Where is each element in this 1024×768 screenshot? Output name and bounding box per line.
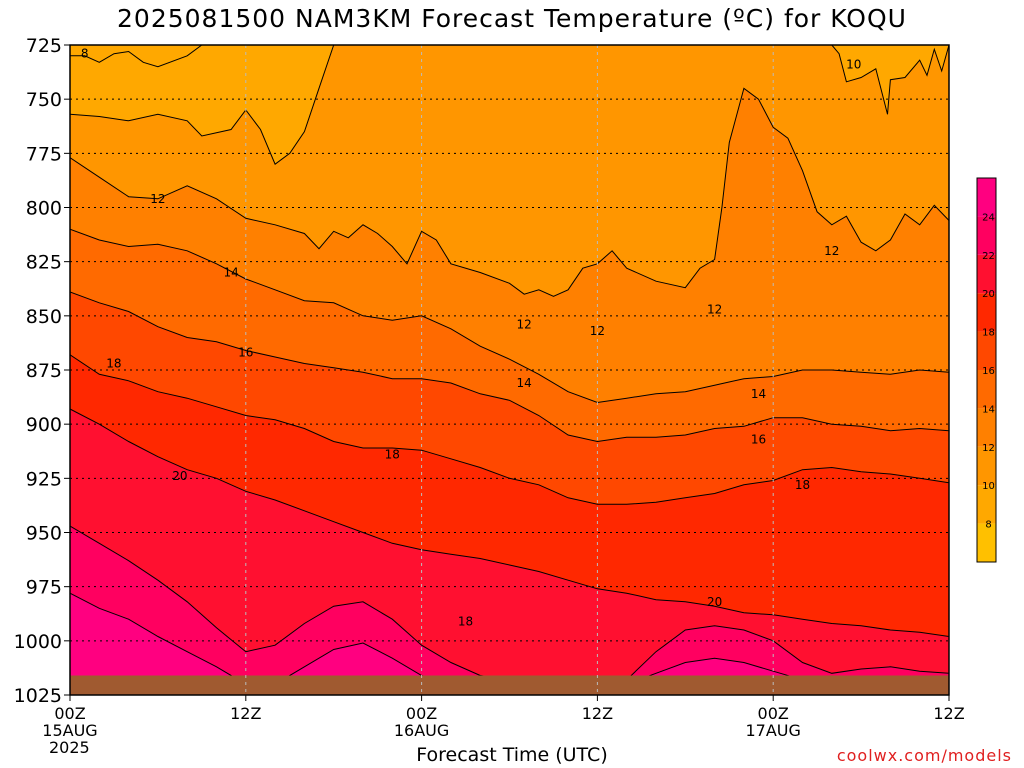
contour-fill-cool-10-1 xyxy=(70,45,334,165)
contour-label: 12 xyxy=(824,244,839,258)
colorbar-tick-label: 8 xyxy=(985,520,991,531)
contour-label: 14 xyxy=(751,387,766,401)
contour-line-10-1 xyxy=(70,45,335,165)
colorbar-tick-label: 18 xyxy=(982,328,995,339)
y-tick-label: 825 xyxy=(26,252,62,274)
source-credit: coolwx.com/models xyxy=(836,746,1012,765)
y-tick-label: 800 xyxy=(26,198,62,220)
contour-line-10-2 xyxy=(831,45,949,115)
colorbar-tick-label: 10 xyxy=(982,481,995,492)
x-tick-label: 12Z xyxy=(230,704,261,723)
y-tick-label: 950 xyxy=(26,523,62,545)
y-tick-label: 775 xyxy=(26,143,62,165)
colorbar-tick-label: 20 xyxy=(982,289,995,300)
contour-line-12-3 xyxy=(70,87,949,297)
contour-label: 8 xyxy=(81,47,89,61)
colorbar-band xyxy=(977,446,996,486)
contour-label: 12 xyxy=(707,302,722,316)
contour-line-20-7 xyxy=(70,408,949,637)
contour-label: 18 xyxy=(458,614,473,628)
colorbar-band xyxy=(977,370,996,409)
contour-line-16-5 xyxy=(70,291,949,443)
colorbar-band xyxy=(977,331,996,370)
x-tick-sublabel: 16AUG xyxy=(394,721,449,740)
x-tick-label: 00Z xyxy=(406,704,437,723)
x-tick-label: 12Z xyxy=(582,704,613,723)
contour-line-8-0 xyxy=(70,45,203,68)
colorbar-band xyxy=(977,293,996,332)
contour-label: 14 xyxy=(224,266,239,280)
colorbar-band xyxy=(977,178,996,217)
contour-label: 12 xyxy=(150,192,165,206)
colorbar-band xyxy=(977,408,996,447)
colorbar-tick-label: 24 xyxy=(982,212,995,223)
y-tick-label: 925 xyxy=(26,468,62,490)
chart-title: 2025081500 NAM3KM Forecast Temperature (… xyxy=(117,4,907,33)
colorbar-tick-label: 14 xyxy=(982,404,995,415)
colorbar-tick-label: 16 xyxy=(982,366,995,377)
y-tick-label: 1000 xyxy=(14,631,62,653)
x-tick-label: 00Z xyxy=(54,704,85,723)
colorbar-band xyxy=(977,523,996,562)
contour-label: 12 xyxy=(517,318,532,332)
colorbar-band xyxy=(977,254,996,294)
x-tick-sublabel: 15AUG xyxy=(42,721,97,740)
contour-label: 16 xyxy=(751,432,766,446)
contour-label: 18 xyxy=(795,478,810,492)
contour-label: 16 xyxy=(238,346,253,360)
colorbar-tick-label: 12 xyxy=(982,443,995,454)
contour-label: 18 xyxy=(106,357,121,371)
contour-label: 18 xyxy=(385,448,400,462)
y-tick-label: 850 xyxy=(26,306,62,328)
ground-band xyxy=(70,675,949,695)
x-tick-label: 12Z xyxy=(933,704,964,723)
contour-label: 14 xyxy=(517,376,532,390)
plot-area: 8 10 12 12 12 12 12 14 14 14 16 16 18 18 18 20 20 18 xyxy=(70,45,949,695)
colorbar-band xyxy=(977,216,996,255)
x-axis-label: Forecast Time (UTC) xyxy=(416,744,608,766)
y-tick-label: 975 xyxy=(26,577,62,599)
contour-label: 20 xyxy=(172,469,187,483)
contour-label: 10 xyxy=(846,58,861,72)
year-label: 2025 xyxy=(49,738,90,757)
x-tick-label: 00Z xyxy=(758,704,789,723)
y-tick-label: 1025 xyxy=(14,685,62,707)
contour-label: 20 xyxy=(707,595,722,609)
colorbar-band xyxy=(977,485,996,524)
y-tick-label: 875 xyxy=(26,360,62,382)
y-tick-label: 725 xyxy=(26,35,62,57)
colorbar-frame xyxy=(976,177,997,563)
contour-label: 12 xyxy=(590,324,605,338)
x-tick-sublabel: 17AUG xyxy=(745,721,800,740)
colorbar-tick-label: 22 xyxy=(982,251,995,262)
y-tick-label: 900 xyxy=(26,414,62,436)
y-tick-label: 750 xyxy=(26,89,62,111)
